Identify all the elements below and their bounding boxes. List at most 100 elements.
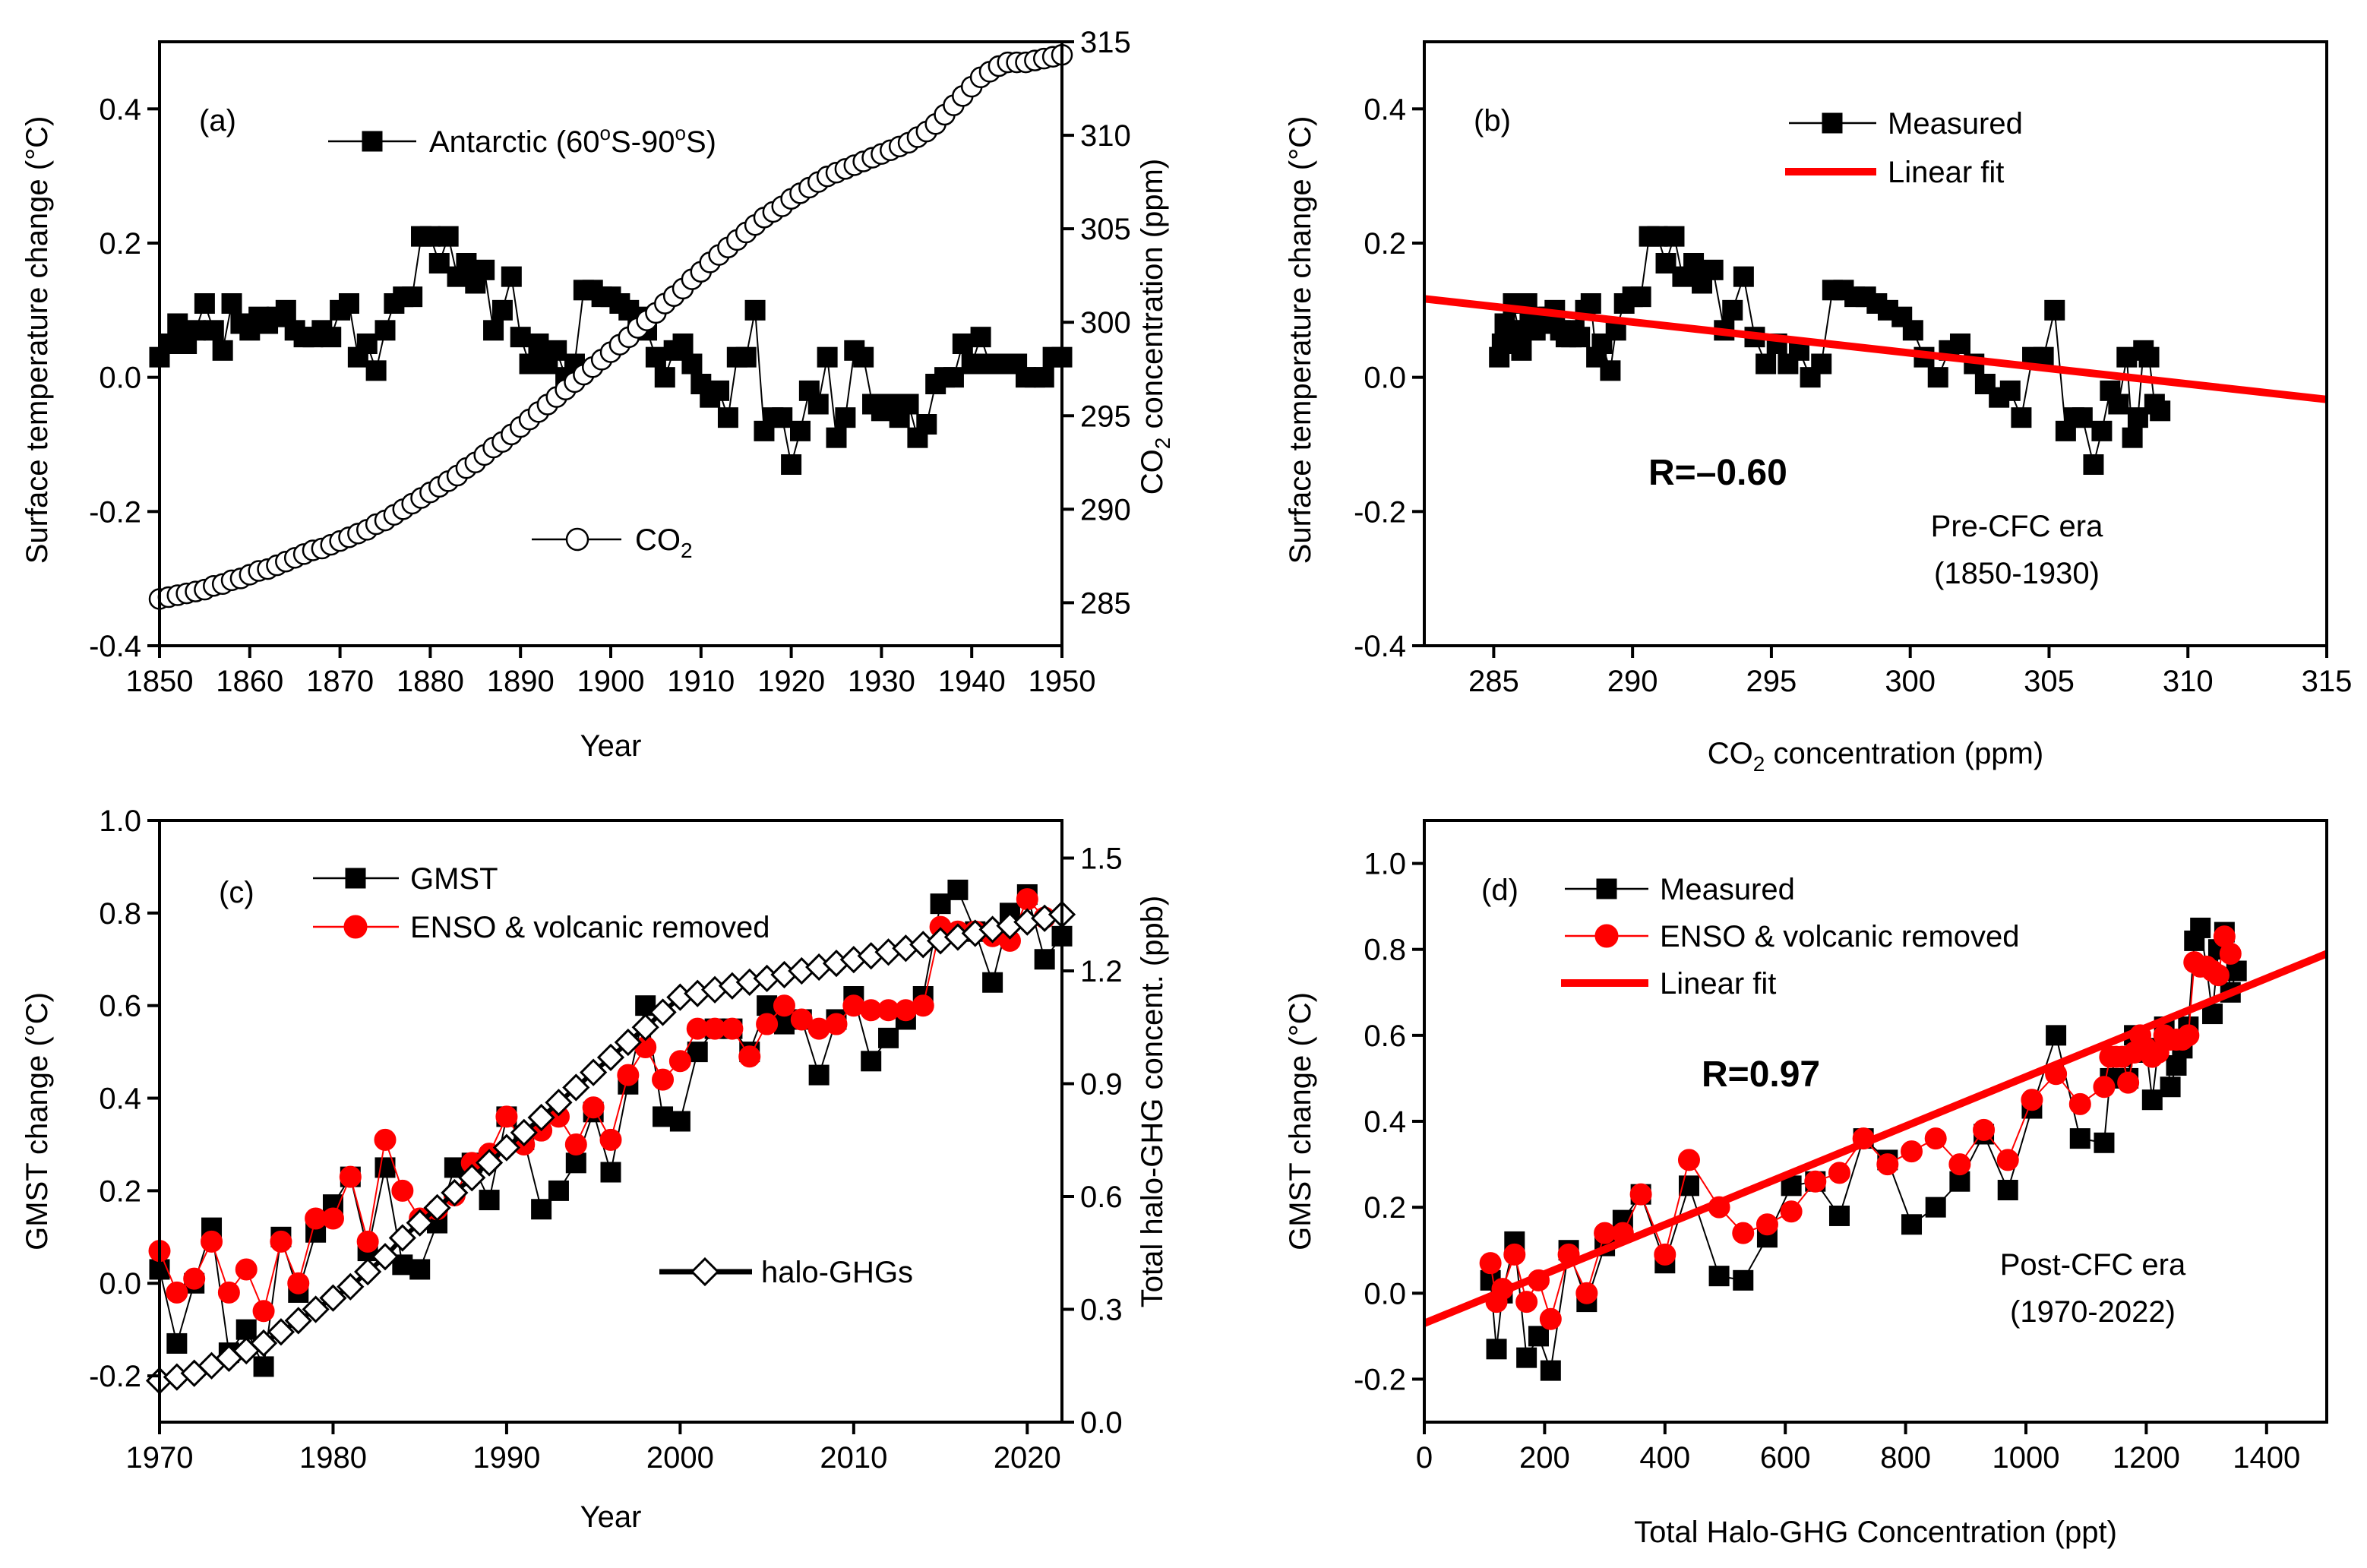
measured-point (1516, 1347, 1537, 1368)
enso-point (1479, 1252, 1502, 1275)
x-tick-label: 1950 (1029, 665, 1096, 698)
y-tick-label: -0.2 (89, 495, 141, 529)
measured-point (1901, 1214, 1923, 1235)
legend-marker-measured (1822, 112, 1843, 134)
enso-point (183, 1267, 206, 1290)
antarctic-point (158, 334, 179, 354)
measured-point (1702, 259, 1724, 280)
halo-ghg-point (545, 1089, 573, 1117)
antarctic-point (672, 334, 694, 354)
enso-point (201, 1230, 223, 1253)
gmst-point (409, 1259, 431, 1280)
antarctic-point (212, 340, 233, 361)
enso-point (1575, 1282, 1598, 1304)
y-tick-label: 0.2 (99, 1174, 141, 1208)
y-tick-label: 0.4 (1364, 93, 1406, 126)
text-part: Antarctic (60 (429, 125, 600, 159)
x-tick-label: 1980 (299, 1441, 367, 1475)
y-tick-label: 0.0 (1364, 1277, 1406, 1310)
antarctic-point (817, 346, 838, 368)
x-tick-label: 1870 (306, 665, 374, 698)
plot-frame (158, 819, 1063, 1424)
y-tick-label: 0.6 (99, 990, 141, 1023)
y2-tick-label: 0.0 (1080, 1406, 1123, 1440)
antarctic-point (943, 367, 964, 388)
y-tick-label: 0.6 (1364, 1020, 1406, 1053)
y-tick-label: -0.2 (1354, 495, 1406, 529)
antarctic-point (916, 414, 937, 435)
x-tick-label: 310 (2163, 665, 2214, 698)
x-tick-label: 1000 (1993, 1441, 2060, 1475)
antarctic-point (807, 394, 829, 415)
y2-tick-label: 310 (1080, 119, 1131, 153)
x-tick-label: 295 (1746, 665, 1797, 698)
text-part: CO (1708, 737, 1753, 770)
antarctic-point (772, 407, 793, 428)
measured-point (1528, 1326, 1549, 1347)
y2-tick-label: 295 (1080, 400, 1131, 433)
legend-label-co2: CO2 (635, 523, 693, 562)
measured-point (1733, 266, 1754, 287)
antarctic-point (717, 407, 738, 428)
enso-point (339, 1165, 362, 1188)
halo-ghg-point (406, 1209, 434, 1237)
y-tick-label: 0.2 (1364, 1191, 1406, 1225)
x-tick-label: 1860 (216, 665, 283, 698)
antarctic-point (438, 226, 459, 247)
measured-point (1902, 320, 1923, 341)
antarctic-point (789, 420, 811, 441)
measured-point (1630, 286, 1651, 308)
measured-point (1828, 1205, 1850, 1226)
legend-marker-antarctic (362, 131, 383, 152)
legend-label-halo: halo-GHGs (761, 1256, 913, 1289)
gmst-point (479, 1190, 500, 1211)
y2-tick-label: 290 (1080, 493, 1131, 526)
text-part: S) (686, 125, 716, 159)
measured-point (2166, 1054, 2187, 1076)
x-tick-label: 1930 (848, 665, 915, 698)
halo-ghg-point (441, 1178, 469, 1207)
antarctic-point (483, 320, 504, 341)
linear-fit-line (1423, 950, 2328, 1327)
enso-point (582, 1096, 605, 1119)
measured-point (2160, 1076, 2181, 1098)
legend-label-fit: Linear fit (1888, 156, 2004, 189)
era-range-annotation: (1850-1930) (1934, 557, 2100, 590)
gmst-point (861, 1051, 882, 1072)
measured-point (2150, 400, 2171, 422)
x-axis-label: Total Halo-GHG Concentration (ppt) (1634, 1516, 2117, 1549)
text-part: CO (635, 523, 681, 557)
panel-b: 285 290 295 300 305 310 315 -0.4 -0.2 0.0 0.2 0.4 CO… (1284, 40, 2352, 776)
legend-label-enso: ENSO & volcanic removed (410, 911, 770, 944)
antarctic-point (474, 259, 495, 280)
enso-point (1677, 1149, 1700, 1171)
x-tick-label: 1850 (126, 665, 194, 698)
enso-point (391, 1179, 414, 1202)
plot-frame (1423, 40, 2328, 647)
measured-point (2091, 420, 2113, 441)
enso-point (1780, 1200, 1803, 1223)
antarctic-point (402, 286, 423, 308)
enso-point (1654, 1243, 1676, 1266)
halo-ghg-point (267, 1318, 295, 1346)
y-axis-label: GMST change (°C) (1284, 992, 1317, 1250)
antarctic-point (546, 340, 567, 361)
measured-point (2202, 1004, 2223, 1025)
x-axis-label: Year (580, 1500, 642, 1534)
enso-point (166, 1281, 188, 1304)
measured-point (1927, 367, 1948, 388)
enso-point (2177, 1024, 2200, 1047)
gmst-point (565, 1152, 586, 1174)
legend-marker-enso (343, 915, 368, 939)
y2-axis-label: Total halo-GHG concent. (ppb) (1136, 896, 1169, 1307)
enso-point (1629, 1183, 1652, 1206)
antarctic-point (735, 346, 757, 368)
measured-point (1600, 360, 1621, 381)
y-tick-label: 0.4 (99, 1083, 141, 1116)
enso-point (2093, 1076, 2116, 1099)
enso-point (564, 1133, 587, 1155)
halo-ghg-point (284, 1307, 312, 1335)
y-tick-label: 0.8 (99, 897, 141, 931)
plot-frame (1423, 819, 2328, 1424)
legend-label-antarctic: Antarctic (60oS-90oS) (429, 122, 716, 159)
